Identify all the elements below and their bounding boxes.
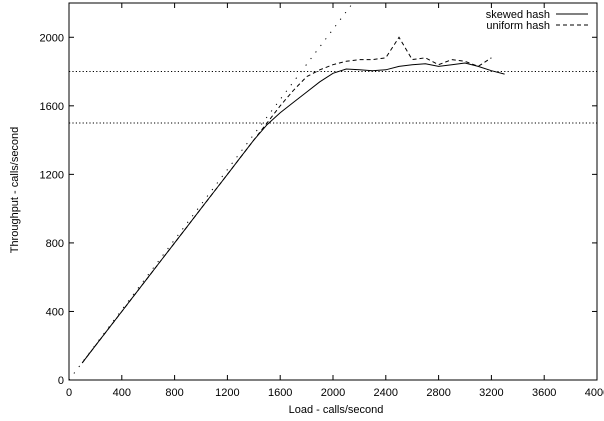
x-tick-label: 800 bbox=[165, 387, 183, 399]
series-line-uniform-hash bbox=[81, 36, 492, 364]
y-tick-label: 0 bbox=[58, 375, 64, 387]
reference-line-3 bbox=[69, 3, 354, 380]
x-tick-label: 3600 bbox=[532, 387, 556, 399]
y-tick-label: 400 bbox=[46, 306, 64, 318]
series-lines bbox=[81, 36, 505, 364]
x-tick-label: 400 bbox=[113, 387, 131, 399]
x-tick-label: 0 bbox=[66, 387, 72, 399]
x-axis-label: Load - calls/second bbox=[289, 404, 384, 416]
x-tick-label: 3200 bbox=[479, 387, 503, 399]
x-tick-label: 2400 bbox=[374, 387, 398, 399]
x-tick-label: 2000 bbox=[321, 387, 345, 399]
plot-border bbox=[68, 2, 598, 381]
x-tick-label: 1600 bbox=[268, 387, 292, 399]
y-tick-label: 1600 bbox=[40, 101, 64, 113]
legend-label: uniform hash bbox=[486, 20, 550, 32]
y-tick-label: 1200 bbox=[40, 169, 64, 181]
y-tick-label: 800 bbox=[46, 238, 64, 250]
y-axis-ticks: 0 400 800 1200 1600 2000 bbox=[40, 32, 597, 387]
x-tick-label: 2800 bbox=[426, 387, 450, 399]
series-line-skewed-hash bbox=[81, 62, 505, 364]
y-axis-label: Throughput - calls/second bbox=[9, 127, 21, 254]
legend-label: skewed hash bbox=[486, 9, 550, 21]
y-tick-label: 2000 bbox=[40, 32, 64, 44]
plot-frame bbox=[68, 2, 598, 381]
reference-lines bbox=[69, 3, 597, 380]
x-tick-label: 1200 bbox=[215, 387, 239, 399]
